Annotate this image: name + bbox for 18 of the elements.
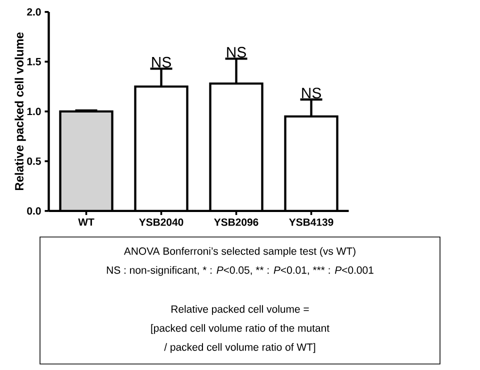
y-tick-label: 2.0 (27, 8, 41, 16)
y-tick-label: 0.5 (27, 158, 41, 165)
annotation: NS (152, 56, 171, 68)
y-axis-title: Relative packed cell volume (14, 32, 26, 190)
y-tick-label: 0.0 (27, 207, 41, 215)
text: NS : non-significant, * : P<0.05, ** : P<0.01, *** : P<0.001 (106, 266, 374, 276)
x-tick-label: YSB2096 (214, 218, 258, 226)
text: Relative packed cell volume = (172, 305, 309, 315)
annotation: NS (302, 88, 321, 98)
text: ANOVA Bonferroni’s selected sample test (vs WT) (124, 247, 356, 257)
x-tick-label: WT (78, 218, 94, 226)
x-tick-label: YSB2040 (139, 218, 184, 226)
y-tick-label: 1.5 (27, 58, 41, 66)
x-tick-label: YSB4139 (289, 218, 334, 226)
text: / packed cell volume ratio of WT] (164, 343, 316, 353)
text: [packed cell volume ratio of the mutant (151, 324, 330, 334)
y-tick-label: 1.0 (27, 108, 41, 116)
annotation: NS (227, 46, 246, 58)
